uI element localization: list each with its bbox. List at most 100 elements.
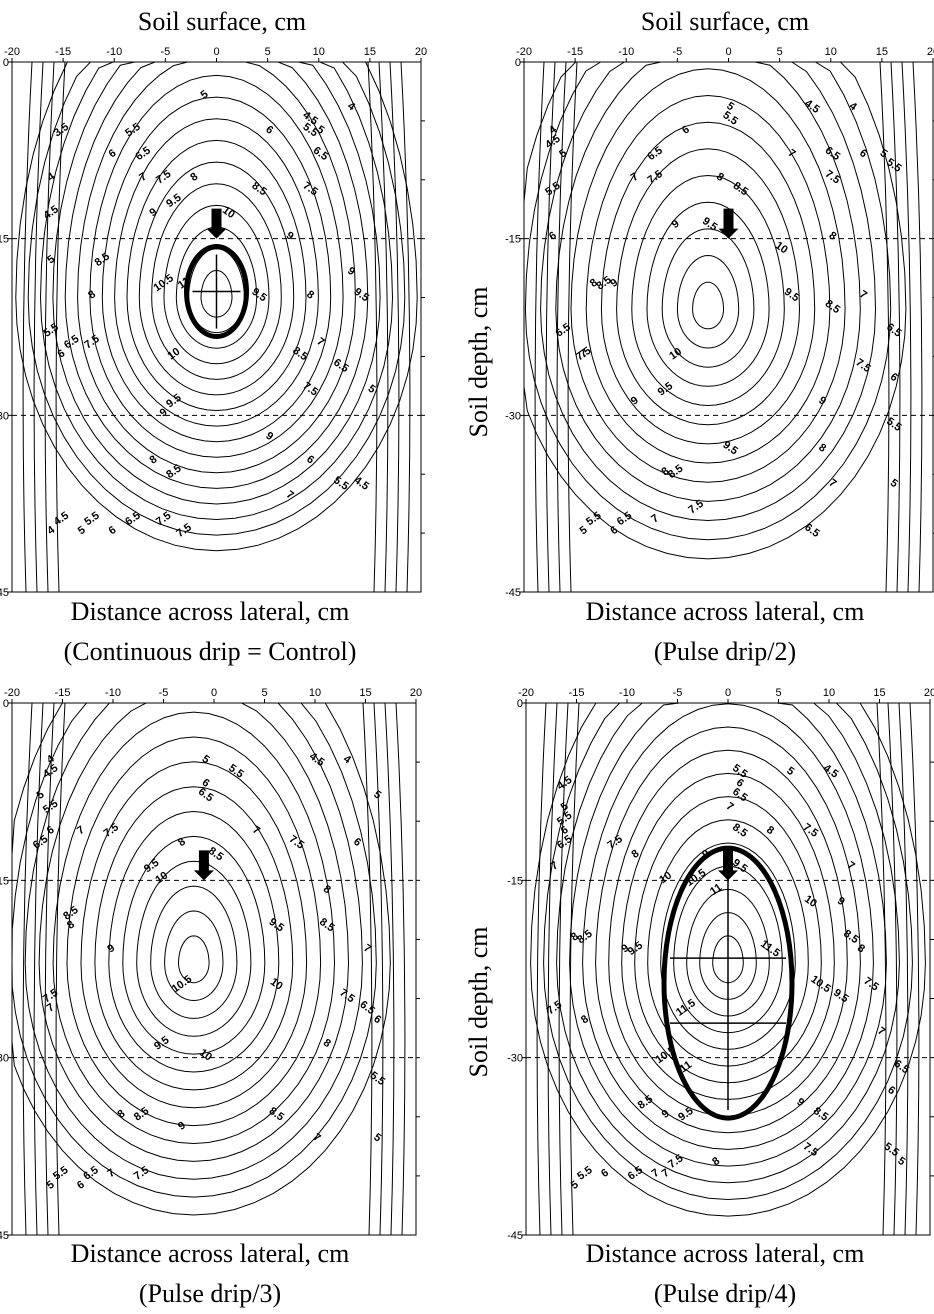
x-tick-label: 20 — [410, 687, 422, 699]
contour-label: 8.5 — [731, 180, 750, 199]
contour-label: 8 — [579, 1013, 591, 1026]
contour-label: 7 — [250, 824, 262, 837]
contour-label: 11 — [708, 881, 724, 898]
contour-label: 8 — [659, 465, 671, 478]
contour-line-7.5 — [608, 749, 848, 1117]
edge-line-right — [887, 702, 898, 1236]
contour-line-6 — [569, 702, 887, 1167]
contour-label: 6 — [888, 371, 900, 384]
contour-label: 4 — [847, 100, 860, 114]
x-tick-label: -15 — [55, 687, 71, 699]
contour-label: 9.5 — [164, 392, 183, 411]
contour-label: 10 — [773, 240, 790, 257]
contour-label: 6.5 — [615, 510, 634, 529]
contour-label: 9 — [660, 1108, 672, 1121]
contour-label: 7 — [315, 336, 327, 349]
contour-label: 10 — [268, 976, 285, 993]
edge-line-left — [556, 61, 567, 593]
contour-line-4.5 — [11, 702, 377, 1198]
contour-label: 7.5 — [666, 1152, 685, 1171]
contour-line-6.5 — [582, 703, 874, 1150]
edge-line-right — [378, 61, 389, 593]
contour-label: 4.5 — [821, 762, 840, 781]
edge-line-left — [44, 702, 55, 1236]
contour-line-6.5 — [89, 74, 344, 458]
contour-label: 5.5 — [543, 180, 562, 199]
contour-label: 7 — [660, 1167, 672, 1180]
edge-line-right — [898, 702, 909, 1236]
edge-line-right — [912, 61, 923, 593]
x-tick-label: -10 — [106, 46, 122, 58]
contour-label: 10 — [667, 346, 684, 363]
contour-label: 8.5 — [93, 250, 112, 269]
contour-label: 7.5 — [853, 356, 872, 375]
contour-label: 7 — [284, 489, 296, 502]
contour-label: 5 — [45, 1179, 57, 1192]
contour-label: 4.5 — [802, 97, 821, 116]
contour-label: 6 — [200, 777, 212, 790]
contour-line-10 — [164, 910, 224, 1002]
x-tick-label: 15 — [873, 687, 885, 699]
contour-label: 8 — [569, 930, 581, 943]
x-tick-label: 5 — [777, 46, 783, 58]
contour-label: 5 — [35, 788, 47, 801]
contour-label: 7.5 — [801, 1140, 820, 1159]
x-tick-label: -15 — [55, 46, 71, 58]
contour-label: 5 — [569, 1179, 581, 1192]
edge-line-right — [395, 702, 406, 1236]
contour-label: 5.5 — [331, 474, 350, 493]
contour-label: 5.5 — [721, 109, 740, 128]
contour-line-8 — [621, 772, 835, 1100]
contour-line-9.5 — [676, 254, 740, 349]
contour-label: 5.5 — [226, 762, 245, 781]
x-tick-label: -5 — [159, 687, 169, 699]
contour-label: 6.5 — [331, 356, 350, 375]
contour-label: 9 — [670, 218, 682, 231]
contour-label: 10 — [802, 893, 819, 910]
x-axis-title-bottom-left: Distance across lateral, cm — [71, 1239, 350, 1268]
x-tick-label: 15 — [359, 687, 371, 699]
contour-label: 6 — [559, 824, 571, 837]
edge-line-left — [33, 702, 44, 1236]
contour-line-9 — [151, 183, 282, 380]
contour-label: 5 — [315, 124, 327, 137]
contour-label: 6.5 — [31, 833, 50, 852]
panel-pulse-drip-2: -20-15-10-5051015200-15-30-4554.545.544.… — [505, 46, 934, 599]
contour-label: 7 — [629, 171, 641, 184]
edge-line-right — [362, 702, 373, 1236]
contour-label: 10 — [657, 869, 674, 886]
edge-line-left — [569, 702, 580, 1236]
panel-caption-bottom-left: (Pulse drip/3) — [139, 1279, 281, 1308]
contour-line-5 — [540, 61, 877, 522]
contour-label: 8.5 — [132, 1105, 151, 1124]
contour-label: 7.5 — [801, 821, 820, 840]
x-tick-label: -15 — [567, 46, 583, 58]
edge-line-right — [890, 61, 901, 593]
contour-label: 7 — [649, 512, 661, 525]
contour-label: 6 — [599, 1167, 611, 1180]
contour-label: 7 — [786, 147, 798, 160]
x-tick-label: 10 — [825, 46, 837, 58]
x-tick-label: 0 — [725, 46, 731, 58]
edge-line-right — [373, 702, 384, 1236]
contour-line-6 — [52, 711, 336, 1145]
contour-label: 6 — [857, 147, 869, 160]
contour-label: 6 — [608, 524, 620, 537]
edge-line-left — [536, 702, 547, 1236]
edge-line-left — [55, 61, 66, 593]
contour-label: 8 — [588, 277, 600, 290]
contour-label: 5.5 — [884, 156, 903, 175]
contour-line-7 — [101, 96, 332, 443]
x-tick-label: -15 — [569, 687, 585, 699]
contour-line-7 — [80, 761, 308, 1109]
contour-label: 9.5 — [352, 286, 371, 305]
contour-label: 7.5 — [154, 510, 173, 529]
contour-label: 7 — [105, 1167, 117, 1180]
edge-line-left — [22, 61, 33, 593]
contour-label: 7 — [650, 1167, 662, 1180]
contour-label: 8 — [629, 848, 641, 861]
contour-label: 10.5 — [151, 272, 175, 294]
y-tick-label: -15 — [505, 234, 521, 246]
y-tick-label: -30 — [0, 1053, 9, 1065]
